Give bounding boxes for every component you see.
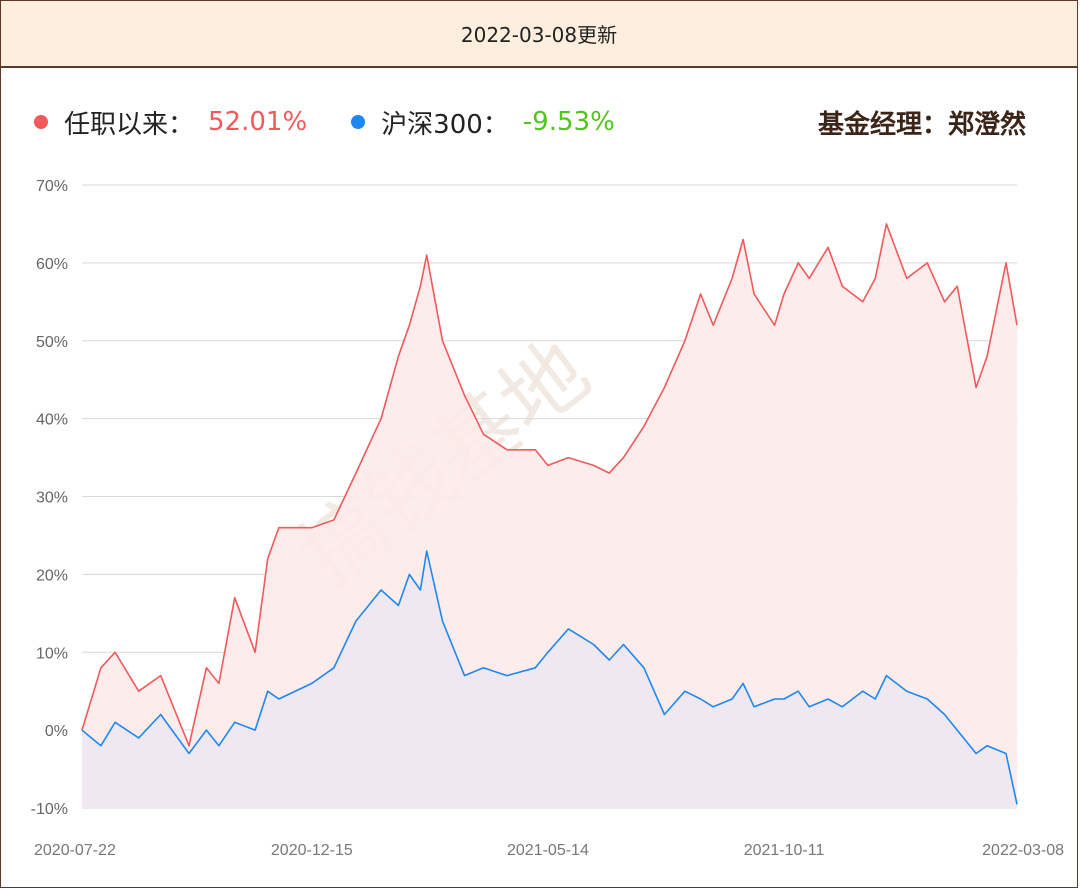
fund-series-dot-icon <box>34 115 48 129</box>
series-area-fund <box>82 223 1017 808</box>
x-tick-label: 2020-12-15 <box>271 842 353 859</box>
y-tick-label: -10% <box>31 801 68 818</box>
x-tick-label: 2020-07-22 <box>34 842 116 859</box>
y-tick-label: 60% <box>36 256 68 273</box>
legend-item-fund[interactable]: 任职以来： 52.01% <box>34 104 307 141</box>
index-return-value: -9.53% <box>522 107 615 137</box>
fund-manager-label: 基金经理：郑澄然 <box>817 109 1026 140</box>
y-tick-label: 40% <box>36 412 68 429</box>
fund-series-label: 任职以来： <box>64 109 195 140</box>
index-series-dot-icon <box>351 115 366 129</box>
y-tick-label: 50% <box>36 334 68 351</box>
update-date-label: 2022-03-08更新 <box>460 23 618 47</box>
y-tick-label: 10% <box>36 645 68 662</box>
y-tick-label: 70% <box>36 178 68 195</box>
y-tick-label: 30% <box>36 490 68 507</box>
series-area-index <box>82 551 1017 808</box>
x-tick-label: 2022-03-08 <box>982 842 1064 859</box>
legend: 任职以来： 52.01% 沪深300： -9.53% 基金经理：郑澄然 <box>34 100 1026 144</box>
x-tick-label: 2021-10-11 <box>744 842 825 859</box>
x-tick-label: 2021-05-14 <box>507 842 589 859</box>
update-date-header: 2022-03-08更新 <box>1 1 1077 68</box>
fund-return-value: 52.01% <box>208 107 308 137</box>
index-series-label: 沪深300： <box>381 109 509 140</box>
legend-item-index[interactable]: 沪深300： -9.53% <box>351 104 615 141</box>
y-tick-label: 20% <box>36 567 68 584</box>
y-tick-label: 0% <box>45 723 68 740</box>
